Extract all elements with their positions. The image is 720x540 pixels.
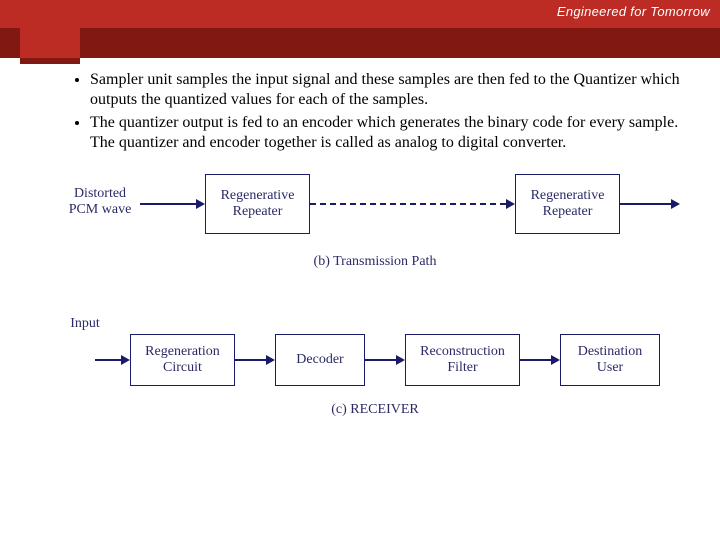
diagram-node-rr1: Regenerative Repeater <box>205 174 310 234</box>
bullet-item: Sampler unit samples the input signal an… <box>90 70 680 111</box>
diagram-input-label: Input <box>60 316 110 332</box>
diagram-node-dec: Decoder <box>275 334 365 386</box>
header-notch <box>20 0 80 58</box>
diagram-caption: (b) Transmission Path <box>70 254 680 270</box>
bullet-item: The quantizer output is fed to an encode… <box>90 113 680 154</box>
diagram-node-dest: Destination User <box>560 334 660 386</box>
header-notch-lip <box>20 58 80 64</box>
diagram-input-label: Distorted PCM wave <box>60 186 140 218</box>
slide-content: Sampler unit samples the input signal an… <box>0 70 720 434</box>
diagram-node-rr2: Regenerative Repeater <box>515 174 620 234</box>
diagram-transmission-path: Distorted PCM wave (b) Transmission Path… <box>70 174 680 284</box>
diagram-caption: (c) RECEIVER <box>70 402 680 418</box>
bullet-list: Sampler unit samples the input signal an… <box>60 70 680 154</box>
diagram-receiver: Input (c) RECEIVER Regeneration CircuitD… <box>70 334 680 434</box>
header-bar-bottom <box>0 28 720 58</box>
diagram-node-recon: Reconstruction Filter <box>405 334 520 386</box>
diagram-node-regen: Regeneration Circuit <box>130 334 235 386</box>
header-tagline: Engineered for Tomorrow <box>557 4 710 19</box>
